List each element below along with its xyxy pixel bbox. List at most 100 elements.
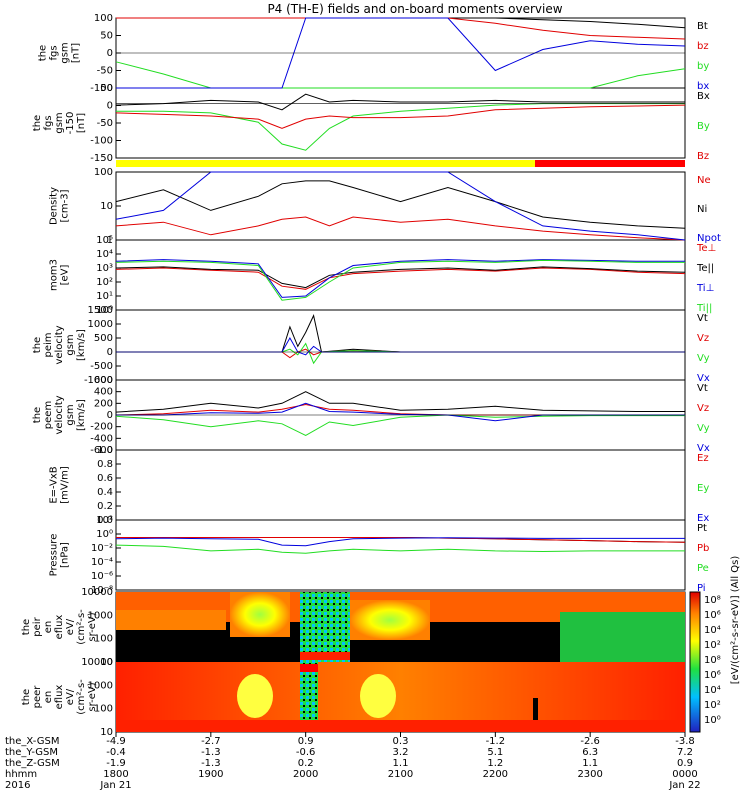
series-line	[115, 414, 685, 436]
y-axis-label: peem	[43, 401, 54, 429]
y-tick-label: 10000	[81, 657, 113, 668]
y-axis-label: the	[21, 619, 32, 635]
series-line	[115, 259, 685, 298]
legend-item: Pi	[697, 583, 706, 594]
footer-value: 0000	[672, 769, 697, 780]
y-axis-label: [nT]	[76, 113, 87, 133]
y-tick-label: -200	[90, 422, 113, 433]
legend-item: Vy	[697, 423, 710, 434]
y-axis-label: mom3	[49, 259, 60, 291]
colorbar-tick-label: 10⁶	[704, 610, 721, 621]
y-axis-label: [mV/m]	[60, 466, 71, 504]
y-tick-label: 100	[94, 167, 113, 178]
colorbar	[689, 591, 701, 733]
y-axis-label: [km/s]	[76, 399, 87, 431]
footer-value: 1.1	[393, 758, 409, 769]
series-line	[116, 342, 685, 365]
legend-item: Ey	[697, 483, 709, 494]
footer-row-label: the_Y-GSM	[5, 747, 58, 758]
y-axis-label: Pressure	[49, 534, 60, 577]
footer-value: -1.9	[106, 758, 126, 769]
y-tick-label: 10⁻²	[91, 543, 113, 554]
y-axis-label: (cm²-s-	[76, 609, 87, 645]
footer-value: 0.2	[298, 758, 314, 769]
y-tick-label: 1	[107, 235, 113, 246]
legend-item: Ti||	[696, 303, 712, 314]
y-tick-label: 10	[100, 657, 113, 668]
y-axis-label: [nPa]	[60, 542, 71, 568]
legend-item: Te⊥	[696, 243, 716, 254]
panel-frame	[115, 87, 686, 159]
y-tick-label: 400	[94, 387, 113, 398]
colorbar-tick-label: 10⁶	[704, 670, 721, 681]
panel-frame	[115, 449, 686, 521]
footer-row-label: hhmm	[5, 769, 37, 780]
footer-value: 1800	[103, 769, 128, 780]
y-axis-label: [eV]	[60, 265, 71, 286]
y-tick-label: 200	[94, 398, 113, 409]
series-line	[115, 266, 686, 289]
y-tick-label: 0	[107, 101, 113, 112]
spectrogram-peer	[116, 662, 685, 732]
legend-item: Pt	[697, 523, 707, 534]
y-axis-label: fgs	[43, 115, 54, 130]
legend-item: bx	[697, 81, 709, 92]
y-tick-label: 0	[107, 48, 113, 59]
y-tick-label: -600	[90, 445, 113, 456]
footer-value: 2000	[293, 769, 318, 780]
y-axis-label: the	[21, 689, 32, 705]
y-tick-label: 0.2	[97, 501, 113, 512]
legend-item: Ne	[697, 175, 711, 186]
y-axis-label: the	[32, 407, 43, 423]
y-axis-label: [km/s]	[76, 329, 87, 361]
y-tick-label: 10³	[96, 263, 113, 274]
legend-item: by	[697, 61, 709, 72]
footer-ephemeris: the_X-GSMthe_Y-GSMthe_Z-GSMhhmm2016-4.9-…	[5, 732, 701, 791]
colorbar-tick-label: 10⁴	[704, 685, 721, 696]
y-axis-label: Density	[49, 187, 60, 225]
legend-item: Ez	[697, 453, 709, 464]
y-axis-label: velocity	[54, 395, 65, 434]
y-axis-label: sr-eV)	[87, 682, 98, 711]
panel-frame	[115, 519, 686, 591]
series-line	[116, 537, 686, 543]
figure-title: P4 (TH-E) fields and on-board moments ov…	[267, 2, 562, 16]
footer-value: -0.6	[296, 747, 316, 758]
y-tick-label: 10	[100, 727, 113, 738]
footer-value: -2.6	[580, 736, 600, 747]
footer-value: 0.9	[677, 758, 693, 769]
footer-value: 0.3	[393, 736, 409, 747]
y-axis-label: peer	[32, 685, 43, 709]
colorbar-tick-label: 10⁸	[704, 595, 721, 606]
series-line	[116, 17, 686, 89]
footer-value: 1.2	[487, 758, 503, 769]
y-tick-label: 1000	[88, 319, 113, 330]
y-tick-label: 1000	[88, 610, 113, 621]
y-tick-label: 50	[100, 31, 113, 42]
legend-item: Vy	[697, 353, 710, 364]
footer-row-label: 2016	[5, 780, 30, 791]
legend-item: Vt	[697, 313, 708, 324]
y-tick-label: 50	[100, 83, 113, 94]
footer-value: 2100	[388, 769, 413, 780]
y-axis-label: eflux	[54, 685, 65, 710]
series-line	[115, 544, 685, 554]
y-tick-label: 1.0	[97, 445, 113, 456]
y-axis-label: gsm	[60, 42, 71, 63]
y-tick-label: 0	[107, 410, 113, 421]
footer-value: 3.2	[393, 747, 409, 758]
footer-value: Jan 21	[99, 780, 131, 791]
y-axis-label: eflux	[54, 615, 65, 640]
panel-frame	[115, 309, 686, 381]
footer-value: -1.3	[201, 758, 221, 769]
legend-item: Vx	[697, 373, 710, 384]
y-tick-label: 10⁵	[96, 235, 113, 246]
series-line	[115, 259, 685, 301]
y-axis-label: the	[32, 337, 43, 353]
series-line	[116, 348, 685, 359]
colorbar-ticks: 10⁸ 10⁶ 10⁴ 10² 10⁸ 10⁶ 10⁴ 10² 10⁰	[704, 595, 721, 726]
y-tick-label: 500	[94, 333, 113, 344]
series-line	[116, 103, 685, 151]
y-axis-label: gsm	[65, 334, 76, 355]
